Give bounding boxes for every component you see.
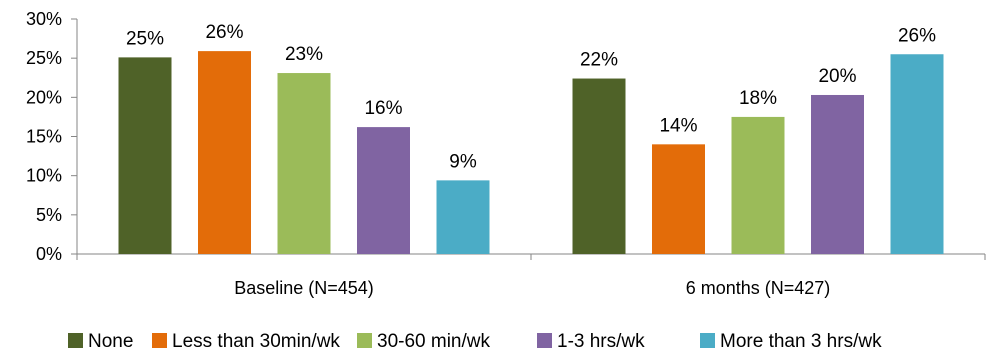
bar-30-60-min-wk-6-months-n-427 xyxy=(731,116,785,255)
legend-label-none: None xyxy=(88,331,133,352)
legend-swatch-more-than-3-hrs-wk xyxy=(700,333,715,348)
bar-1-3-hrs-wk-baseline-n-454 xyxy=(357,127,410,254)
data-label: 26% xyxy=(205,22,243,43)
data-label: 20% xyxy=(818,66,856,87)
y-tick-label: 0% xyxy=(36,244,62,264)
data-label: 25% xyxy=(126,28,164,49)
bar-1-3-hrs-wk-6-months-n-427 xyxy=(811,94,864,254)
y-tick-label: 25% xyxy=(26,48,62,68)
data-label: 16% xyxy=(364,98,402,119)
data-label: 9% xyxy=(449,151,477,172)
bar-more-than-3-hrs-wk-6-months-n-427 xyxy=(890,54,944,254)
data-label: 26% xyxy=(898,25,936,46)
legend-swatch-less-than-30min-wk xyxy=(152,333,167,348)
legend-swatch-none xyxy=(68,333,83,348)
legend-label-less-than-30min-wk: Less than 30min/wk xyxy=(172,331,340,352)
bar-none-6-months-n-427 xyxy=(572,78,626,255)
bar-more-than-3-hrs-wk-baseline-n-454 xyxy=(436,180,490,254)
x-category-label: Baseline (N=454) xyxy=(234,278,374,298)
y-tick-label: 15% xyxy=(26,127,62,147)
y-tick-label: 10% xyxy=(26,166,62,186)
bar-less-than-30min-wk-baseline-n-454 xyxy=(198,51,251,254)
y-tick-label: 30% xyxy=(26,9,62,29)
bar-less-than-30min-wk-6-months-n-427 xyxy=(652,144,705,254)
bar-none-baseline-n-454 xyxy=(118,57,172,255)
data-label: 22% xyxy=(580,50,618,71)
y-tick-label: 20% xyxy=(26,87,62,107)
bar-30-60-min-wk-baseline-n-454 xyxy=(277,73,331,254)
y-tick-label: 5% xyxy=(36,205,62,225)
x-category-label: 6 months (N=427) xyxy=(686,278,831,298)
legend-label-1-3-hrs-wk: 1-3 hrs/wk xyxy=(557,331,645,352)
legend-label-more-than-3-hrs-wk: More than 3 hrs/wk xyxy=(720,331,882,352)
legend-swatch-30-60-min-wk xyxy=(357,333,372,348)
data-label: 23% xyxy=(285,44,323,65)
data-label: 14% xyxy=(659,115,697,136)
legend-label-30-60-min-wk: 30-60 min/wk xyxy=(377,331,490,352)
data-label: 18% xyxy=(739,88,777,109)
legend-swatch-1-3-hrs-wk xyxy=(537,333,552,348)
